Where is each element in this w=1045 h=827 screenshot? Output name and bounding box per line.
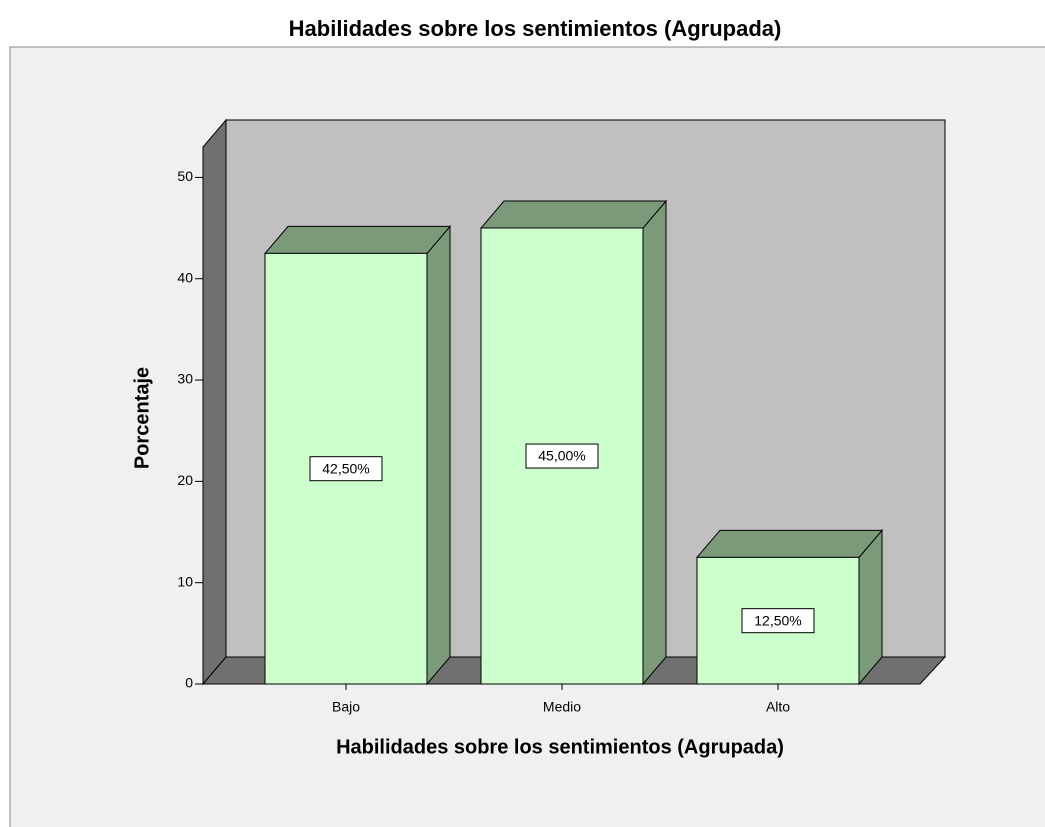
bar-side	[642, 199, 667, 686]
x-axis-title: Habilidades sobre los sentimientos (Agru…	[336, 736, 784, 758]
chart-title: Habilidades sobre los sentimientos (Agru…	[289, 16, 782, 41]
value-label-box	[525, 443, 599, 469]
x-tick-label: Bajo	[332, 699, 360, 715]
left-wall	[202, 118, 227, 686]
value-label: 45,00%	[538, 448, 585, 464]
y-tick-label: 30	[177, 371, 193, 387]
bar-top	[263, 225, 452, 254]
value-label: 12,50%	[754, 612, 801, 628]
value-label-box	[309, 456, 383, 482]
bar-side	[426, 225, 451, 686]
y-tick-label: 50	[177, 168, 193, 184]
value-label: 42,50%	[322, 460, 369, 476]
x-tick-label: Medio	[543, 699, 581, 715]
bar-top	[695, 529, 884, 558]
bar-top	[479, 200, 668, 229]
value-label-box	[741, 608, 815, 634]
y-axis-title: Porcentaje	[131, 367, 153, 469]
y-tick-label: 20	[177, 472, 193, 488]
y-tick-label: 10	[177, 573, 193, 589]
y-tick-label: 40	[177, 269, 193, 285]
y-tick-label: 0	[185, 675, 193, 691]
x-tick-label: Alto	[766, 699, 790, 715]
bar	[479, 199, 668, 686]
bar	[695, 528, 884, 686]
bar	[263, 225, 452, 686]
